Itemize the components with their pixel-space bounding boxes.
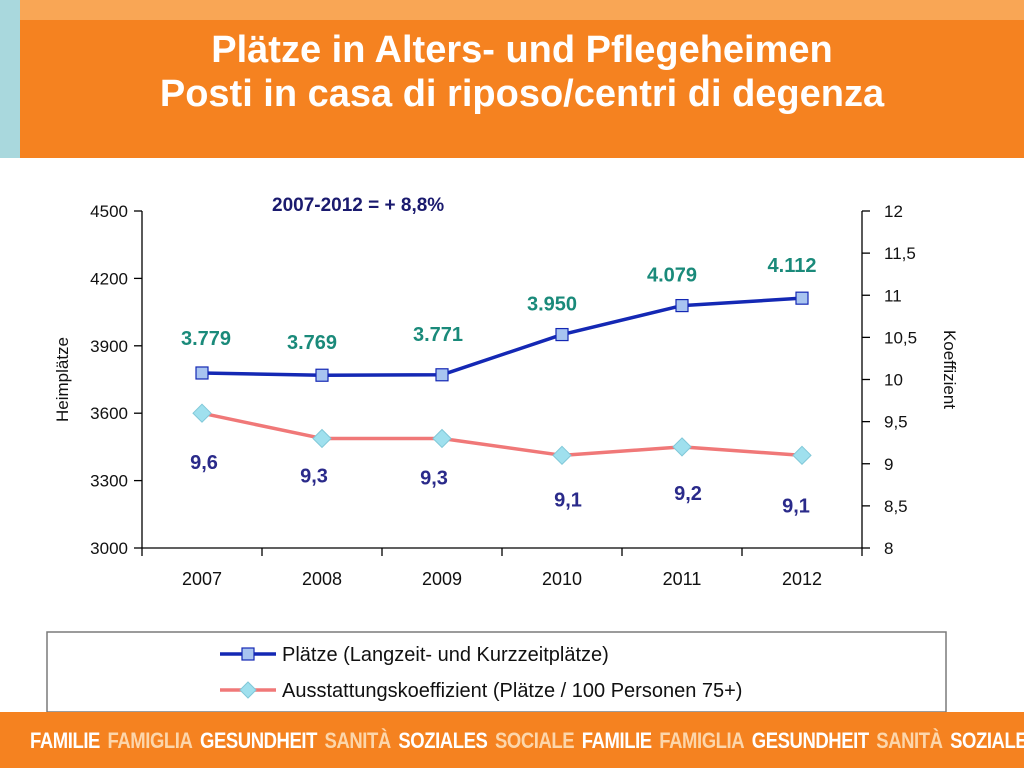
data-label-platze: 3.771: [413, 324, 463, 346]
data-label-platze: 3.769: [287, 332, 337, 354]
y-left-tick-label: 3300: [90, 472, 128, 491]
y-left-tick-label: 4200: [90, 269, 128, 288]
marker-platze: [315, 368, 329, 382]
data-label-platze: 4.079: [647, 265, 697, 287]
legend-swatch-platze-marker: [241, 647, 255, 661]
y-right-tick-label: 9: [884, 455, 893, 474]
footer-keyword: SOZIALES: [950, 728, 1024, 753]
chart-axes: 3000 3300 3600 3900 4200 4500 8 8,5 9 9,5 10 10,5 11…: [53, 202, 959, 589]
chart-annotation: 2007-2012 = + 8,8%: [272, 195, 444, 216]
y-right-tick-label: 8: [884, 539, 893, 558]
marker-platze: [675, 298, 689, 313]
chart-series: [192, 291, 812, 466]
y-right-tick-label: 10: [884, 371, 903, 390]
footer-keyword: FAMIGLIA: [659, 728, 745, 753]
chart-labels: 3.779 3.769 3.771 3.950 4.079 4.112 9,6 9,3 9,3 9…: [181, 255, 817, 517]
data-label-koeff: 9,3: [300, 465, 328, 487]
legend-label-platze: Plätze (Langzeit- und Kurzzeitplätze): [282, 644, 609, 666]
data-label-platze: 3.779: [181, 328, 231, 350]
marker-koeff: [192, 403, 212, 423]
x-tick-label: 2010: [542, 569, 582, 589]
y-right-axis-title: Koeffizient: [940, 330, 959, 409]
y-left-tick-label: 4500: [90, 202, 128, 221]
y-left-axis-title: Heimplätze: [53, 337, 72, 422]
chart: 3000 3300 3600 3900 4200 4500 8 8,5 9 9,5 10 10,5 11…: [46, 195, 959, 712]
chart-legend: Plätze (Langzeit- und Kurzzeitplätze) Au…: [46, 631, 947, 712]
marker-platze: [435, 368, 449, 382]
data-label-platze: 3.950: [527, 294, 577, 316]
y-right-tick-label: 12: [884, 202, 903, 221]
marker-koeff: [672, 437, 692, 457]
footer-keywords: FAMILIE FAMIGLIA GESUNDHEIT SANITÀ SOZIALES S…: [30, 728, 1024, 754]
data-label-koeff: 9,6: [190, 452, 218, 474]
footer-keyword: SANITÀ: [876, 728, 943, 753]
footer-keyword: SOCIALE: [494, 728, 575, 753]
x-tick-label: 2008: [302, 569, 342, 589]
footer-keyword: FAMILIE: [581, 728, 652, 753]
legend-swatch-koeff-marker: [239, 681, 257, 699]
y-left-tick-label: 3600: [90, 404, 128, 423]
footer-keyword: GESUNDHEIT: [751, 728, 869, 753]
data-label-koeff: 9,2: [674, 483, 702, 505]
header-banner: Plätze in Alters- und Pflegeheimen Posti…: [0, 0, 1024, 158]
x-tick-label: 2012: [782, 569, 822, 589]
y-right-tick-label: 8,5: [884, 497, 908, 516]
legend-box: [46, 631, 947, 712]
y-right-tick-label: 11: [884, 286, 902, 305]
footer-keyword: FAMILIE: [30, 728, 100, 753]
x-tick-label: 2011: [663, 569, 702, 589]
marker-koeff: [312, 428, 332, 449]
header-accent-bar: [0, 0, 20, 158]
header-top-strip: [0, 0, 1024, 20]
y-right-tick-label: 10,5: [884, 328, 917, 347]
marker-platze: [795, 291, 809, 305]
y-left-tick-label: 3900: [90, 337, 128, 356]
footer-keyword: SANITÀ: [324, 728, 392, 753]
y-right-tick-label: 9,5: [884, 413, 908, 432]
footer-keyword: SOZIALES: [398, 728, 488, 753]
footer-banner: FAMILIE FAMIGLIA GESUNDHEIT SANITÀ SOZIALES S…: [0, 712, 1024, 768]
y-left-tick-label: 3000: [90, 539, 128, 558]
title-line-german: Plätze in Alters- und Pflegeheimen: [211, 29, 833, 71]
x-tick-label: 2009: [422, 569, 462, 589]
legend-label-koeff: Ausstattungskoeffizient (Plätze / 100 Pe…: [282, 680, 742, 702]
page-title: Plätze in Alters- und Pflegeheimen Posti…: [20, 28, 1024, 116]
data-label-koeff: 9,3: [420, 467, 448, 489]
data-label-platze: 4.112: [768, 255, 817, 277]
data-label-koeff: 9,1: [554, 489, 582, 511]
y-right-tick-label: 11,5: [884, 244, 916, 263]
marker-koeff: [792, 445, 812, 466]
marker-koeff: [432, 428, 452, 449]
x-tick-label: 2007: [182, 569, 222, 589]
footer-keyword: GESUNDHEIT: [200, 728, 317, 753]
marker-platze: [195, 366, 209, 380]
marker-platze: [555, 327, 569, 342]
footer-keyword: FAMIGLIA: [107, 728, 193, 753]
series-line-koeff: [201, 411, 803, 458]
title-line-italian: Posti in casa di riposo/centri di degenz…: [159, 73, 885, 115]
series-line-platze: [201, 296, 803, 377]
marker-koeff: [552, 445, 572, 466]
data-label-koeff: 9,1: [782, 495, 810, 517]
